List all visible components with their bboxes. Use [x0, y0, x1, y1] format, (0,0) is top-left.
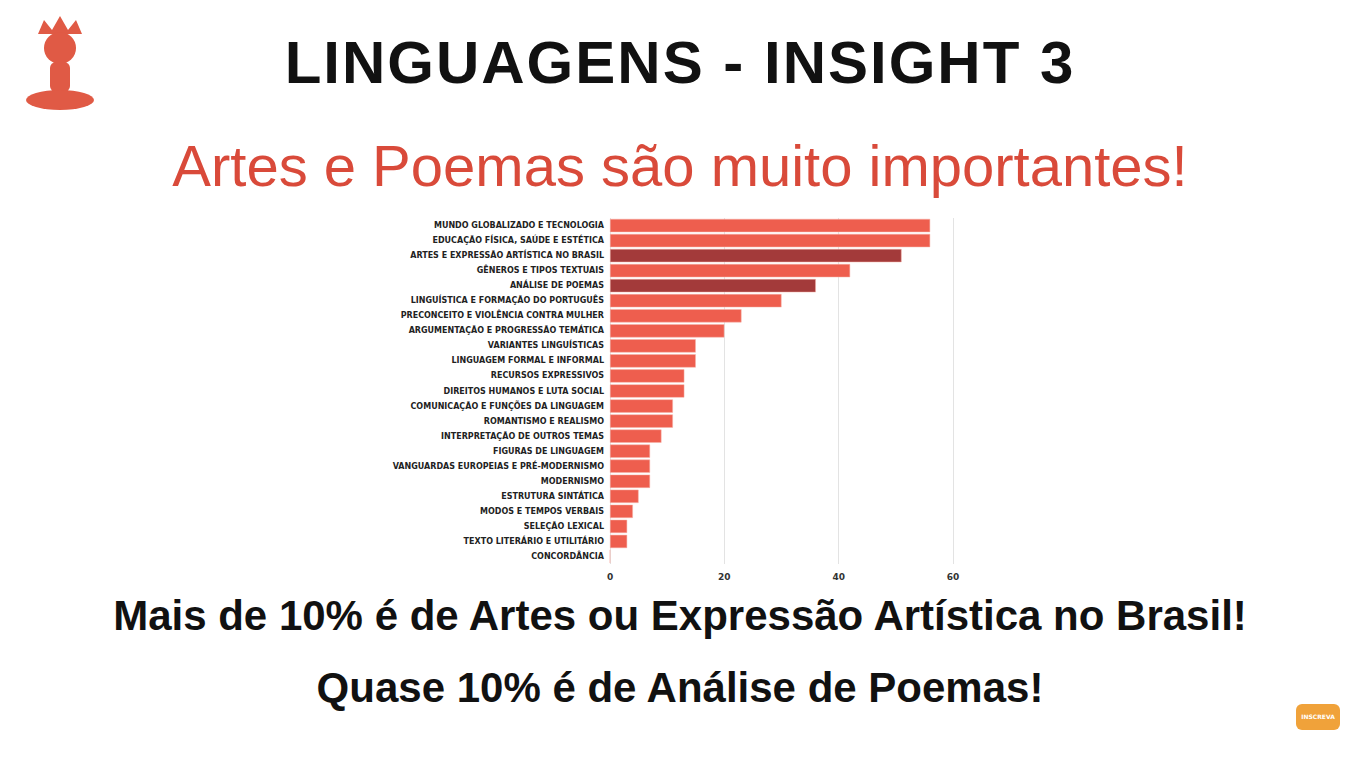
svg-text:ROMANTISMO E REALISMO: ROMANTISMO E REALISMO: [484, 417, 604, 426]
svg-text:ARTES E EXPRESSÃO ARTÍSTICA NO: ARTES E EXPRESSÃO ARTÍSTICA NO BRASIL: [410, 249, 604, 260]
html-text:Mais de 10% é de Artes ou Expr: Mais de 10% é de Artes ou Expressão Artí…: [113, 592, 1247, 639]
svg-text:LINGUÍSTICA E FORMAÇÃO DO PORT: LINGUÍSTICA E FORMAÇÃO DO PORTUGUÊS: [411, 294, 605, 305]
svg-text:VANGUARDAS EUROPEIAS E PRÉ-MOD: VANGUARDAS EUROPEIAS E PRÉ-MODERNISMO: [393, 460, 605, 471]
svg-text:ANÁLISE DE POEMAS: ANÁLISE DE POEMAS: [510, 279, 604, 290]
svg-text:DIREITOS HUMANOS E LUTA SOCIAL: DIREITOS HUMANOS E LUTA SOCIAL: [444, 387, 604, 396]
html-text:INSCREVA: INSCREVA: [1301, 713, 1335, 720]
svg-text:LINGUAGEM FORMAL E INFORMAL: LINGUAGEM FORMAL E INFORMAL: [451, 356, 604, 365]
svg-text:ARGUMENTAÇÃO E PROGRESSÃO TEMÁ: ARGUMENTAÇÃO E PROGRESSÃO TEMÁTICA: [409, 324, 605, 335]
html-text:Artes e Poemas são muito impor: Artes e Poemas são muito importantes!: [172, 133, 1188, 198]
svg-text:TEXTO LITERÁRIO E UTILITÁRIO: TEXTO LITERÁRIO E UTILITÁRIO: [464, 535, 605, 546]
svg-text:MUNDO GLOBALIZADO E TECNOLOGIA: MUNDO GLOBALIZADO E TECNOLOGIA: [434, 221, 605, 230]
svg-text:40: 40: [832, 572, 845, 582]
svg-text:RECURSOS EXPRESSIVOS: RECURSOS EXPRESSIVOS: [491, 371, 604, 380]
html-text:LINGUAGENS - INSIGHT 3: LINGUAGENS - INSIGHT 3: [284, 29, 1076, 96]
svg-text:COMUNICAÇÃO E FUNÇÕES DA LINGU: COMUNICAÇÃO E FUNÇÕES DA LINGUAGEM: [411, 400, 605, 411]
svg-text:VARIANTES LINGUÍSTICAS: VARIANTES LINGUÍSTICAS: [488, 339, 604, 350]
svg-text:GÊNEROS E TIPOS TEXTUAIS: GÊNEROS E TIPOS TEXTUAIS: [477, 264, 605, 275]
svg-text:SELEÇÃO LEXICAL: SELEÇÃO LEXICAL: [524, 521, 604, 531]
html-text:Quase 10% é de Análise de Poem: Quase 10% é de Análise de Poemas!: [316, 664, 1044, 711]
svg-text:FIGURAS DE LINGUAGEM: FIGURAS DE LINGUAGEM: [493, 447, 604, 456]
svg-text:20: 20: [718, 572, 731, 582]
svg-text:60: 60: [947, 572, 960, 582]
svg-text:PRECONCEITO E VIOLÊNCIA CONTRA: PRECONCEITO E VIOLÊNCIA CONTRA MULHER: [401, 309, 604, 320]
svg-text:MODOS E TEMPOS VERBAIS: MODOS E TEMPOS VERBAIS: [480, 507, 604, 516]
svg-text:CONCORDÂNCIA: CONCORDÂNCIA: [531, 550, 605, 561]
svg-text:MODERNISMO: MODERNISMO: [541, 477, 604, 486]
svg-text:0: 0: [607, 572, 613, 582]
svg-text:INTERPRETAÇÃO DE OUTROS TEMAS: INTERPRETAÇÃO DE OUTROS TEMAS: [441, 431, 604, 441]
svg-text:EDUCAÇÃO FÍSICA, SAÚDE E ESTÉT: EDUCAÇÃO FÍSICA, SAÚDE E ESTÉTICA: [432, 234, 604, 245]
svg-text:ESTRUTURA SINTÁTICA: ESTRUTURA SINTÁTICA: [501, 490, 605, 501]
